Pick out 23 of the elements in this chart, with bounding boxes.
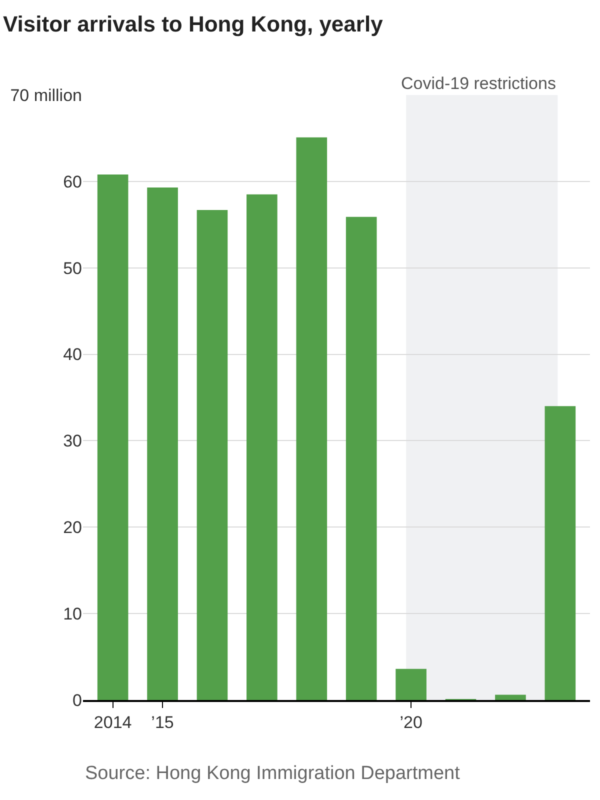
y-tick-label: 50 xyxy=(63,258,82,278)
y-tick-label: 10 xyxy=(63,604,82,624)
x-tick-label: ’15 xyxy=(151,713,174,732)
bar xyxy=(544,406,576,700)
bar xyxy=(346,216,377,700)
y-tick-label: 0 xyxy=(72,690,82,710)
bar xyxy=(147,187,178,700)
y-tick-label: 40 xyxy=(63,345,82,364)
chart-title: Visitor arrivals to Hong Kong, yearly xyxy=(3,11,384,36)
y-tick-label: 70 million xyxy=(10,86,82,105)
y-tick-label: 60 xyxy=(63,172,82,192)
bar xyxy=(246,194,278,700)
bar xyxy=(196,210,228,700)
y-tick-label: 30 xyxy=(63,432,82,451)
bar xyxy=(97,174,128,700)
bar xyxy=(296,137,328,700)
band-label: Covid-19 restrictions xyxy=(401,74,556,93)
bar xyxy=(396,668,426,700)
x-tick-label: ’20 xyxy=(400,713,422,732)
bar xyxy=(495,694,526,700)
source-note: Source: Hong Kong Immigration Department xyxy=(85,763,461,784)
x-tick-label: 2014 xyxy=(94,713,132,732)
y-tick-label: 20 xyxy=(63,518,82,538)
